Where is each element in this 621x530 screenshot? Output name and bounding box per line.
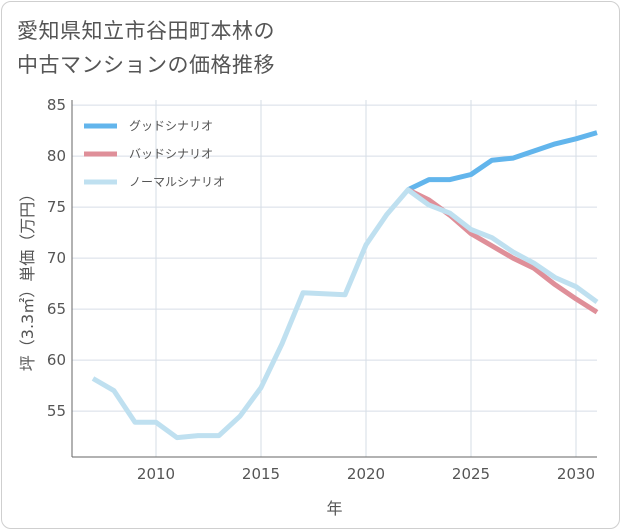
x-tick-label: 2030 bbox=[557, 465, 595, 483]
chart-title-line-2: 中古マンションの価格推移 bbox=[17, 53, 275, 77]
legend-label-2: バッドシナリオ bbox=[129, 147, 213, 161]
y-tick-label: 70 bbox=[47, 249, 66, 267]
axes bbox=[71, 100, 597, 458]
series-lines bbox=[91, 130, 599, 441]
series-line-1 bbox=[406, 130, 598, 193]
y-tick-label: 80 bbox=[47, 147, 66, 165]
x-tick-label: 2015 bbox=[242, 465, 280, 483]
y-tick-label: 75 bbox=[47, 198, 66, 216]
y-tick-labels: 55 60 65 70 75 80 85 bbox=[47, 96, 66, 420]
y-tick-label: 60 bbox=[47, 351, 66, 369]
legend-label-3: ノーマルシナリオ bbox=[129, 175, 225, 189]
x-tick-label: 2025 bbox=[452, 465, 490, 483]
x-tick-label: 2010 bbox=[137, 465, 175, 483]
chart-title-line-1: 愛知県知立市谷田町本林の bbox=[17, 19, 275, 43]
chart-title: 愛知県知立市谷田町本林の 中古マンションの価格推移 bbox=[17, 14, 275, 82]
x-tick-labels: 2010 2015 2020 2025 2030 bbox=[137, 465, 595, 483]
gridlines bbox=[72, 100, 597, 457]
y-tick-label: 55 bbox=[47, 402, 66, 420]
y-tick-label: 65 bbox=[47, 300, 66, 318]
x-axis-label: 年 bbox=[326, 499, 342, 518]
legend-label-1: グッドシナリオ bbox=[129, 119, 213, 133]
y-axis-label: 坪（3.3㎡）単価（万円） bbox=[18, 186, 37, 371]
x-tick-label: 2020 bbox=[347, 465, 385, 483]
series-line-3 bbox=[91, 187, 599, 441]
y-tick-label: 85 bbox=[47, 96, 66, 114]
